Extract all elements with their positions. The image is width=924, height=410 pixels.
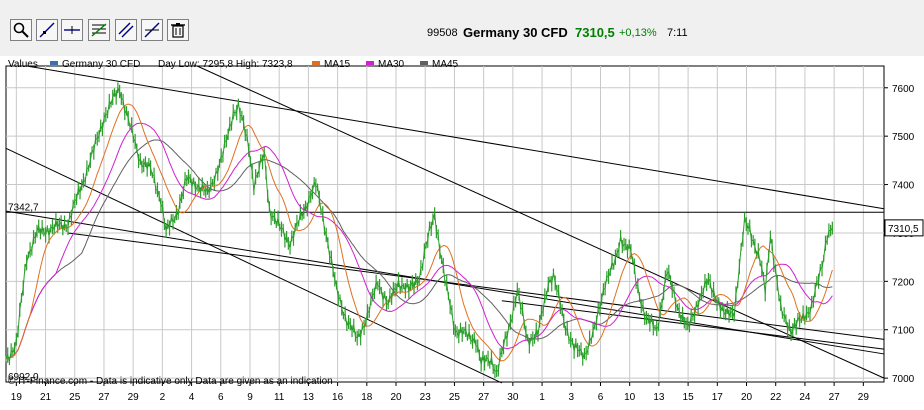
trend-line-icon [39,22,55,38]
x-tick-label: 16 [332,392,344,403]
x-tick-label: 13 [303,392,315,403]
channel-icon [118,22,134,38]
x-tick-label: 11 [274,392,285,403]
instrument-id: 99508 [427,27,458,39]
x-tick-label: 13 [653,392,665,403]
x-tick-label: 3 [568,392,574,403]
legend-swatch [366,61,374,65]
y-tick-label: 7400 [892,181,915,192]
x-tick-label: 21 [40,392,52,403]
x-tick-label: 27 [478,392,490,403]
x-tick-label: 1 [539,392,545,403]
x-tick-label: 20 [390,392,402,403]
fibonacci-icon [91,23,107,37]
x-tick-label: 10 [624,392,636,403]
price-change: +0,13% [619,27,657,39]
x-tick-label: 22 [770,392,782,403]
y-tick-label: 7500 [892,132,915,143]
legend-entry: Day Low: 7295,8 High: 7323,8 [158,59,293,70]
legend-entry: Germany 30 CFD [62,59,140,70]
legend-swatch [50,61,58,65]
trend-line [5,147,503,384]
trend-line [501,300,885,350]
magnifier-icon [13,22,29,38]
x-tick-label: 9 [247,392,253,403]
level-label: 7342,7 [8,202,39,213]
legend-title: Values [8,59,38,70]
legend-entry: MA45 [432,59,459,70]
parallel-lines-icon [144,22,160,38]
current-price-tag [884,219,924,237]
level-labels: 7342,7 6992,0 7310,5 [8,202,924,383]
x-tick-label: 6 [218,392,224,403]
x-tick-label: 25 [449,392,461,403]
delete-tool-button[interactable] [167,19,189,41]
plot-frame [5,65,885,383]
trend-line-tool-button[interactable] [36,19,58,41]
fibonacci-tool-button[interactable] [88,19,110,41]
trend-line [67,232,885,340]
x-tick-label: 19 [11,392,23,403]
legend-entry: MA15 [324,59,351,70]
horizontal-line-icon [64,26,80,34]
price-series [5,82,833,379]
x-tick-label: 2 [160,392,166,403]
x-tick-label: 29 [858,392,870,403]
x-axis: 19 21 25 27 29 2 4 6 9 11 13 16 18 20 23 25 27 30 1 3 6 10 13 1… [11,382,870,403]
trend-line [26,65,885,210]
level-label: 6992,0 [8,372,39,383]
price-chart[interactable]: Values Germany 30 CFD Day Low: 7295,8 High… [0,56,924,410]
zoom-tool-button[interactable] [10,19,32,41]
trend-line [196,65,885,379]
trash-icon [171,23,185,38]
x-tick-label: 15 [683,392,695,403]
x-tick-label: 4 [189,392,195,403]
x-tick-label: 27 [829,392,841,403]
x-tick-label: 24 [799,392,811,403]
ma45-line [5,139,833,360]
y-tick-label: 7000 [892,374,915,385]
x-tick-label: 29 [128,392,140,403]
legend-entry: MA30 [378,59,405,70]
last-price: 7310,5 [575,25,615,40]
x-tick-label: 23 [420,392,432,403]
x-tick-label: 18 [361,392,373,403]
quote-time: 7:11 [667,27,688,39]
current-price-label: 7310,5 [888,224,919,235]
x-tick-label: 30 [507,392,519,403]
chart-toolbar: 99508 Germany 30 CFD 7310,5 +0,13% 7:11 [0,0,924,56]
x-tick-label: 20 [741,392,753,403]
horizontal-line-tool-button[interactable] [61,19,83,41]
legend-swatch [420,61,428,65]
instrument-name: Germany 30 CFD [463,25,568,40]
y-tick-label: 7200 [892,277,915,288]
x-tick-label: 27 [98,392,110,403]
x-tick-label: 6 [598,392,604,403]
y-tick-label: 7100 [892,326,915,337]
ma15-line [5,103,833,362]
x-tick-label: 25 [69,392,81,403]
price-line [5,86,833,372]
chart-legend: Values Germany 30 CFD Day Low: 7295,8 High… [8,59,459,70]
chart-footer: © IT-Finance.com - Data is indicative on… [8,376,333,387]
channel-tool-button[interactable] [115,19,137,41]
x-tick-label: 17 [712,392,724,403]
y-tick-label: 7600 [892,84,915,95]
legend-swatch [312,61,320,65]
parallel-lines-tool-button[interactable] [141,19,163,41]
